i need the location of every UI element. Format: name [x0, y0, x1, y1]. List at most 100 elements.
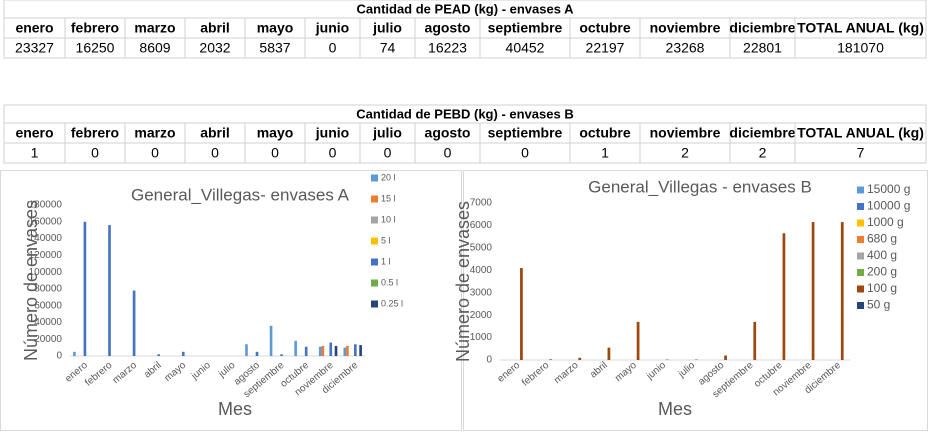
bar [549, 359, 552, 360]
legend-swatch [857, 302, 864, 309]
bar [269, 325, 273, 356]
header: enero [15, 20, 53, 36]
y-axis-label: Número de envases [21, 200, 41, 361]
y-tick-label: 4000 [470, 265, 493, 276]
legend-label: 0.5 l [381, 277, 398, 287]
cell-value: 74 [380, 40, 396, 56]
cell-value: 0 [521, 145, 529, 161]
cell-value: 23327 [15, 40, 54, 56]
bar [840, 222, 844, 360]
bar [346, 345, 349, 356]
cell-value: 0 [329, 40, 337, 56]
bar [359, 345, 362, 356]
header: abril [200, 20, 230, 36]
header: mayo [257, 20, 294, 36]
header: diciembre [729, 20, 795, 36]
legend-label: 15000 g [867, 182, 910, 196]
y-tick-label: 6000 [470, 220, 493, 231]
bar [321, 345, 325, 356]
cell-value: 40452 [506, 40, 545, 56]
header: junio [315, 125, 349, 141]
bar [157, 354, 160, 356]
header: junio [315, 20, 349, 36]
cell-value: 2 [759, 145, 767, 161]
legend-label: 200 g [867, 265, 897, 279]
header: abril [200, 125, 230, 141]
header: julio [372, 20, 402, 36]
header: marzo [134, 125, 175, 141]
bar [724, 355, 727, 360]
chart-title: General_Villegas - envases B [588, 177, 812, 196]
legend-label: 10 l [381, 214, 396, 224]
y-tick-label: 100000 [29, 267, 63, 278]
cell-value: 0 [211, 145, 219, 161]
cell-value: 1 [601, 145, 609, 161]
cell-value: 2032 [199, 40, 230, 56]
cell-value: 0 [151, 145, 159, 161]
legend-swatch [371, 237, 378, 245]
bar [753, 321, 757, 360]
bar [73, 351, 76, 356]
table-title: Cantidad de PEBD (kg) - envases B [356, 106, 573, 121]
bar [304, 346, 308, 356]
cell-value: 2 [681, 145, 689, 161]
cell-value: 22197 [586, 40, 625, 56]
bar [294, 340, 297, 356]
legend-label: 1000 g [867, 215, 904, 229]
legend-swatch [857, 203, 864, 210]
legend-swatch [371, 195, 378, 203]
y-axis-label: Número de envases [453, 201, 473, 362]
bar [108, 225, 111, 356]
cell-value: 23268 [666, 40, 705, 56]
bar [280, 354, 283, 356]
data-cell [794, 37, 927, 59]
cell-value: 0 [444, 145, 452, 161]
cell-value: 1 [31, 145, 39, 161]
legend-swatch [371, 279, 378, 287]
y-tick-label: 2000 [470, 310, 493, 321]
bar [354, 344, 357, 356]
cell-value: 16223 [428, 40, 467, 56]
bar [782, 233, 786, 360]
header: septiembre [488, 125, 563, 141]
header: TOTAL ANUAL (kg) [797, 20, 924, 36]
bar [636, 321, 640, 360]
y-tick-label: 120000 [29, 250, 63, 261]
y-tick-label: 160000 [29, 216, 63, 227]
y-tick-label: 0 [56, 351, 62, 362]
y-tick-label: 1000 [470, 332, 493, 343]
legend-label: 10000 g [867, 199, 910, 213]
x-axis-label: Mes [218, 399, 252, 419]
cell-value: 7 [857, 145, 865, 161]
bar [181, 351, 185, 356]
y-tick-label: 80000 [34, 284, 62, 295]
legend-swatch [857, 252, 864, 260]
y-tick-label: 0 [486, 355, 492, 366]
cell-value: 0 [384, 145, 392, 161]
header: febrero [71, 125, 119, 141]
legend-swatch [371, 258, 378, 266]
legend-swatch [371, 300, 378, 308]
header: julio [372, 125, 402, 141]
bar [329, 342, 333, 356]
legend-label: 100 g [867, 281, 897, 295]
header: octubre [579, 20, 631, 36]
legend-label: 1 l [381, 256, 391, 266]
header: marzo [134, 20, 175, 36]
bar [83, 221, 87, 356]
legend-label: 20 l [381, 172, 396, 182]
legend-swatch [857, 186, 864, 194]
y-tick-label: 60000 [34, 300, 62, 311]
chart-title: General_Villegas- envases A [131, 185, 350, 204]
x-axis-label: Mes [658, 399, 692, 419]
legend-label: 15 l [381, 193, 396, 203]
legend-label: 400 g [867, 248, 897, 262]
y-tick-label: 3000 [470, 287, 493, 298]
header: octubre [579, 125, 631, 141]
y-tick-label: 7000 [470, 198, 493, 209]
legend-swatch [371, 216, 378, 224]
legend-swatch [857, 285, 864, 293]
table-title: Cantidad de PEAD (kg) - envases A [357, 1, 575, 16]
cell-value: 0 [91, 145, 99, 161]
